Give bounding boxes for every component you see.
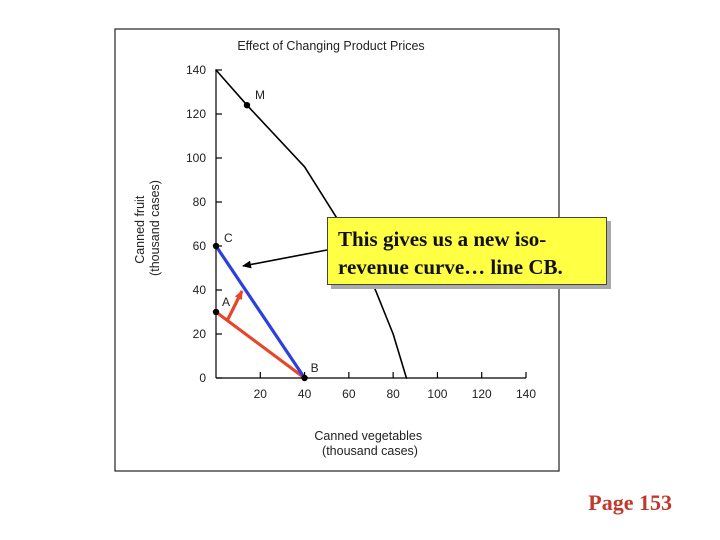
point-b bbox=[301, 374, 308, 382]
point-m bbox=[243, 102, 251, 109]
iso-revenue-line-ab bbox=[214, 310, 307, 380]
y-tick-label: 140 bbox=[186, 63, 206, 77]
y-tick-label: 120 bbox=[186, 107, 206, 121]
y-axis: 0 20 40 60 80 100 120 140 bbox=[186, 63, 222, 385]
x-axis-title-line2: (thousand cases) bbox=[322, 444, 418, 458]
x-axis-title: Canned vegetables (thousand cases) bbox=[314, 429, 425, 458]
point-c bbox=[212, 242, 220, 250]
y-axis-title: Canned fruit (thousand cases) bbox=[133, 180, 162, 276]
callout-line-1: This gives us a new iso- bbox=[338, 227, 547, 251]
x-tick-label: 20 bbox=[254, 387, 268, 401]
y-tick-label: 20 bbox=[193, 327, 207, 341]
page-number: Page 153 bbox=[588, 490, 672, 515]
callout-pointer-arrow bbox=[242, 249, 328, 269]
x-tick-label: 40 bbox=[298, 387, 312, 401]
point-label-m: M bbox=[255, 88, 265, 102]
point-label-c: C bbox=[224, 231, 233, 245]
y-axis-title-line1: Canned fruit bbox=[133, 195, 147, 264]
y-tick-label: 100 bbox=[186, 151, 206, 165]
y-tick-label: 60 bbox=[193, 239, 207, 253]
point-label-b: B bbox=[311, 361, 319, 375]
iso-revenue-line-cb bbox=[214, 244, 307, 380]
shift-arrow bbox=[225, 290, 244, 322]
callout-box: This gives us a new iso- revenue curve… … bbox=[327, 217, 607, 285]
callout-line-2: revenue curve… line CB. bbox=[338, 255, 563, 279]
points-layer: M C A B bbox=[212, 88, 319, 382]
y-tick-label: 80 bbox=[193, 195, 207, 209]
x-tick-label: 120 bbox=[472, 387, 492, 401]
y-tick-label: 0 bbox=[199, 371, 206, 385]
chart-title: Effect of Changing Product Prices bbox=[237, 39, 424, 53]
x-tick-label: 100 bbox=[427, 387, 447, 401]
x-axis-title-line1: Canned vegetables bbox=[314, 429, 422, 443]
x-axis: 20 40 60 80 100 120 140 bbox=[216, 372, 536, 401]
y-axis-title-line2: (thousand cases) bbox=[148, 180, 162, 276]
point-a bbox=[212, 308, 220, 316]
x-tick-label: 80 bbox=[386, 387, 400, 401]
point-label-a: A bbox=[222, 295, 230, 309]
x-tick-label: 140 bbox=[516, 387, 536, 401]
x-tick-label: 60 bbox=[342, 387, 356, 401]
y-tick-label: 40 bbox=[193, 283, 207, 297]
